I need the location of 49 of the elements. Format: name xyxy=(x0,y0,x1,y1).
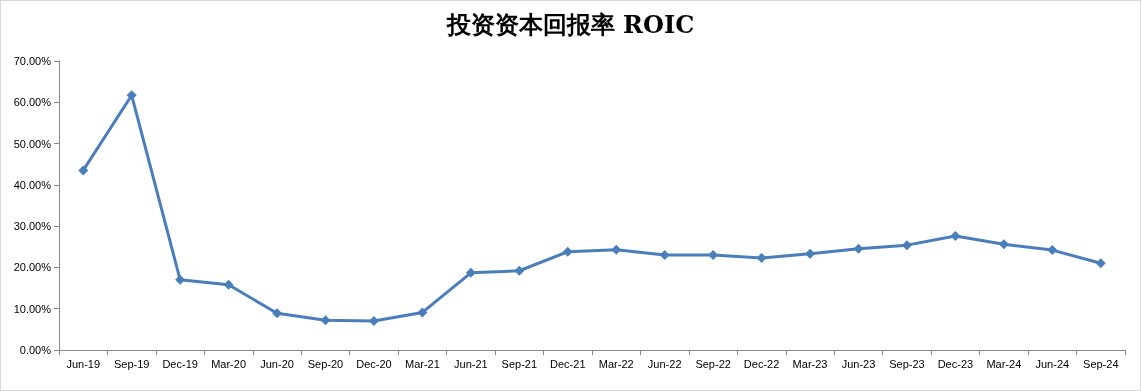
point xyxy=(465,267,476,278)
point xyxy=(805,248,816,259)
y-tick-label: 40.00% xyxy=(13,178,52,191)
point xyxy=(175,274,186,285)
point xyxy=(78,165,89,176)
point xyxy=(1047,245,1058,256)
point xyxy=(998,239,1009,250)
x-tick-label: Dec-23 xyxy=(937,357,974,370)
x-tick-label: Mar-21 xyxy=(404,357,440,370)
y-tick-label: 0.00% xyxy=(19,344,52,356)
point xyxy=(950,231,961,242)
point xyxy=(611,244,622,255)
point xyxy=(562,246,573,257)
x-tick-label: Jun-19 xyxy=(66,357,101,370)
x-tick-label: Dec-19 xyxy=(162,357,198,370)
x-tick-label: Dec-22 xyxy=(743,357,780,370)
y-tick-label: 20.00% xyxy=(13,261,52,274)
x-tick-label: Sep-20 xyxy=(307,357,344,370)
y-tick-label: 70.00% xyxy=(13,55,52,67)
point xyxy=(126,90,137,101)
x-tick-label: Sep-19 xyxy=(113,357,150,370)
x-tick-label: Jun-21 xyxy=(454,357,488,370)
x-tick-label: Mar-20 xyxy=(211,357,247,370)
point xyxy=(756,252,767,263)
x-tick-label: Mar-22 xyxy=(598,357,634,370)
x-tick-label: Sep-21 xyxy=(501,357,538,370)
point xyxy=(320,315,331,326)
x-tick-label: Sep-24 xyxy=(1083,357,1119,370)
point xyxy=(417,307,428,318)
y-tick-label: 50.00% xyxy=(13,137,52,150)
x-tick-label: Jun-23 xyxy=(841,357,876,370)
x-tick-label: Sep-22 xyxy=(695,357,731,370)
y-tick-label: 60.00% xyxy=(13,96,52,109)
x-tick-label: Dec-20 xyxy=(356,357,392,370)
x-tick-label: Jun-22 xyxy=(647,357,682,370)
x-tick-label: Jun-20 xyxy=(260,357,294,370)
x-tick-label: Sep-23 xyxy=(889,357,925,370)
y-tick-label: 10.00% xyxy=(13,302,52,315)
point xyxy=(223,279,234,290)
point xyxy=(272,308,283,319)
point xyxy=(1095,258,1106,269)
x-tick-label: Jun-24 xyxy=(1035,357,1070,370)
x-tick-label: Mar-24 xyxy=(986,357,1022,370)
x-tick-label: Dec-21 xyxy=(550,357,586,370)
x-tick-label: Mar-23 xyxy=(792,357,828,370)
chart-title: 投资资本回报率 ROIC xyxy=(445,9,695,39)
point xyxy=(659,250,670,261)
point xyxy=(514,265,525,276)
y-tick-label: 30.00% xyxy=(13,220,52,233)
